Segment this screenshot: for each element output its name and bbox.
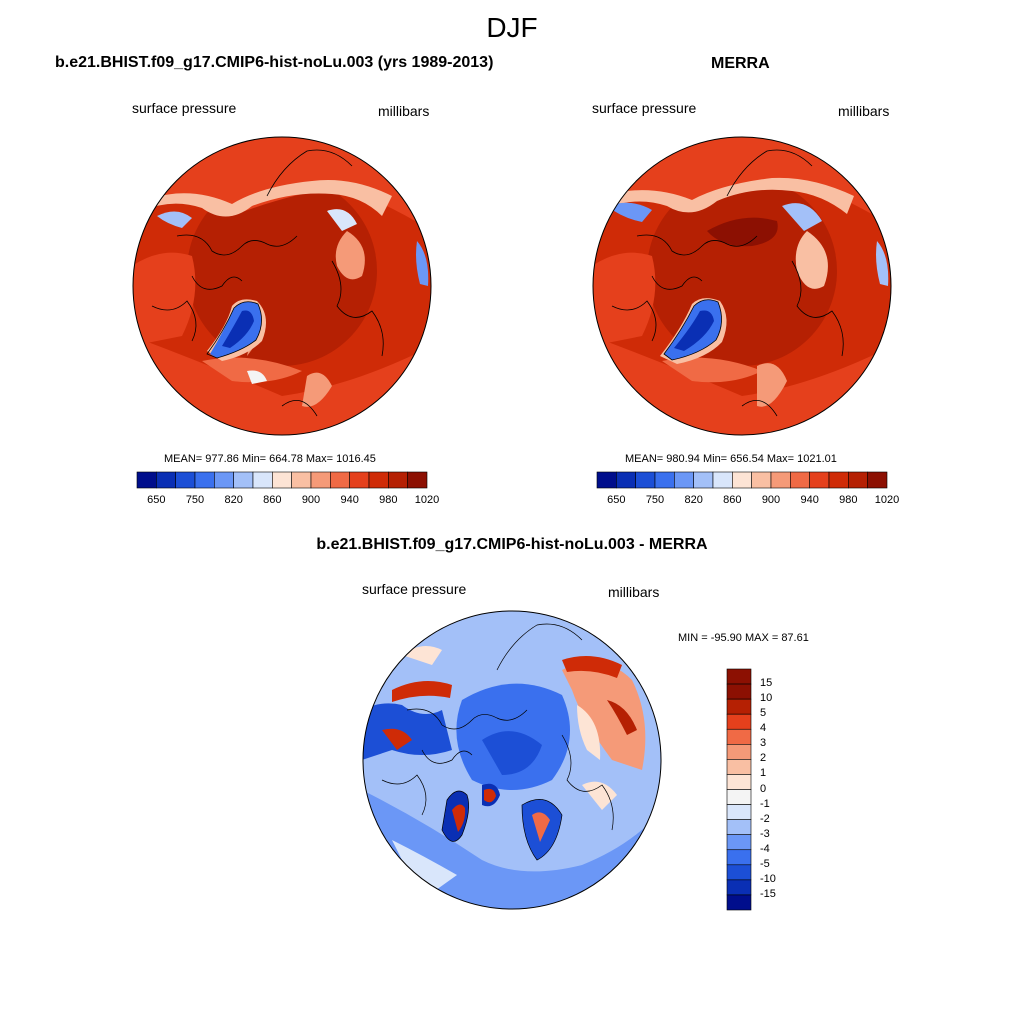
- colorbar-tick-label: 1020: [874, 494, 900, 506]
- panel3-polar-map: [362, 610, 662, 910]
- colorbar-box: [596, 471, 617, 489]
- colorbar-box: [726, 864, 752, 881]
- colorbar-tick-label: 750: [185, 494, 205, 506]
- colorbar-box: [726, 849, 752, 866]
- panel2-title: MERRA: [711, 55, 770, 72]
- colorbar-box: [175, 471, 196, 489]
- colorbar-box: [790, 471, 810, 489]
- colorbar-tick-label: -5: [760, 857, 770, 870]
- colorbar-tick-label: 1: [760, 767, 767, 780]
- colorbar-box: [726, 713, 752, 730]
- colorbar-box: [136, 471, 157, 489]
- panel2-left-label: surface pressure: [592, 100, 697, 116]
- colorbar-box: [156, 471, 176, 489]
- colorbar-box: [726, 894, 752, 911]
- colorbar-box: [732, 471, 752, 489]
- colorbar-box: [635, 471, 656, 489]
- colorbar-box: [726, 728, 752, 745]
- colorbar-box: [751, 471, 772, 489]
- colorbar-box: [214, 471, 234, 489]
- colorbar-tick-label: 750: [645, 494, 665, 506]
- colorbar-tick-label: 820: [224, 494, 243, 506]
- colorbar-box: [828, 471, 849, 489]
- panel2-stats: MEAN= 980.94 Min= 656.54 Max= 1021.01: [625, 453, 837, 465]
- colorbar-tick-label: -3: [760, 827, 770, 840]
- colorbar-tick-label: 1020: [414, 494, 440, 506]
- colorbar-tick-label: 650: [607, 494, 626, 506]
- panel3-minmax: MIN = -95.90 MAX = 87.61: [678, 632, 809, 644]
- colorbar-tick-label: 3: [760, 737, 767, 750]
- colorbar-box: [330, 471, 350, 489]
- panel1-title: b.e21.BHIST.f09_g17.CMIP6-hist-noLu.003 …: [55, 54, 494, 71]
- colorbar-tick-label: 650: [147, 494, 166, 506]
- colorbar-box: [809, 471, 830, 489]
- colorbar-box: [194, 471, 215, 489]
- colorbar-box: [674, 471, 694, 489]
- colorbar-box: [726, 759, 752, 775]
- colorbar-box: [726, 819, 752, 835]
- panel3-title: b.e21.BHIST.f09_g17.CMIP6-hist-noLu.003 …: [316, 536, 708, 553]
- colorbar-tick-label: -1: [760, 797, 770, 810]
- colorbar-tick-label: 900: [301, 494, 321, 506]
- panel1-stats: MEAN= 977.86 Min= 664.78 Max= 1016.45: [164, 453, 376, 465]
- colorbar-tick-label: -15: [760, 887, 776, 900]
- colorbar-box: [407, 471, 428, 489]
- season-title: DJF: [486, 12, 538, 43]
- panel1-polar-map: [132, 136, 432, 436]
- colorbar-tick-label: 860: [263, 494, 282, 506]
- panel3-colorbar: [726, 668, 752, 911]
- colorbar-tick-label: 860: [723, 494, 742, 506]
- panel1-colorbar: [136, 471, 428, 489]
- panel2-units-label: millibars: [838, 103, 890, 119]
- panel1-units-label: millibars: [378, 103, 430, 119]
- colorbar-box: [770, 471, 791, 489]
- colorbar-box: [349, 471, 370, 489]
- colorbar-box: [726, 804, 752, 820]
- colorbar-box: [368, 471, 389, 489]
- colorbar-box: [726, 744, 752, 760]
- colorbar-tick-label: 0: [760, 782, 767, 795]
- colorbar-box: [252, 471, 273, 489]
- colorbar-box: [726, 879, 752, 896]
- colorbar-tick-label: 4: [760, 722, 767, 735]
- panel2-polar-map: [592, 136, 892, 436]
- colorbar-box: [726, 789, 752, 805]
- panel3-units-label: millibars: [608, 584, 660, 600]
- colorbar-tick-label: 5: [760, 707, 767, 720]
- colorbar-tick-label: 980: [379, 494, 398, 506]
- colorbar-tick-label: 15: [760, 677, 773, 690]
- colorbar-box: [272, 471, 292, 489]
- colorbar-box: [726, 698, 752, 715]
- panel2-colorbar: [596, 471, 888, 489]
- colorbar-box: [693, 471, 714, 489]
- colorbar-box: [388, 471, 408, 489]
- colorbar-box: [654, 471, 675, 489]
- colorbar-box: [848, 471, 868, 489]
- colorbar-tick-label: -2: [760, 812, 770, 825]
- colorbar-box: [712, 471, 733, 489]
- colorbar-box: [233, 471, 254, 489]
- colorbar-box: [291, 471, 312, 489]
- colorbar-tick-label: 2: [760, 752, 767, 765]
- colorbar-box: [726, 683, 752, 700]
- colorbar-box: [726, 774, 752, 790]
- colorbar-tick-label: 10: [760, 692, 773, 705]
- colorbar-tick-label: 940: [800, 494, 819, 506]
- colorbar-box: [726, 668, 752, 685]
- colorbar-box: [616, 471, 636, 489]
- colorbar-box: [867, 471, 888, 489]
- colorbar-tick-label: 820: [684, 494, 703, 506]
- panel3-left-label: surface pressure: [362, 581, 467, 597]
- colorbar-tick-label: 940: [340, 494, 359, 506]
- colorbar-tick-label: 980: [839, 494, 858, 506]
- colorbar-box: [310, 471, 331, 489]
- colorbar-tick-label: -10: [760, 872, 776, 885]
- panel1-left-label: surface pressure: [132, 100, 237, 116]
- colorbar-tick-label: 900: [761, 494, 781, 506]
- colorbar-box: [726, 834, 752, 851]
- colorbar-tick-label: -4: [760, 842, 770, 855]
